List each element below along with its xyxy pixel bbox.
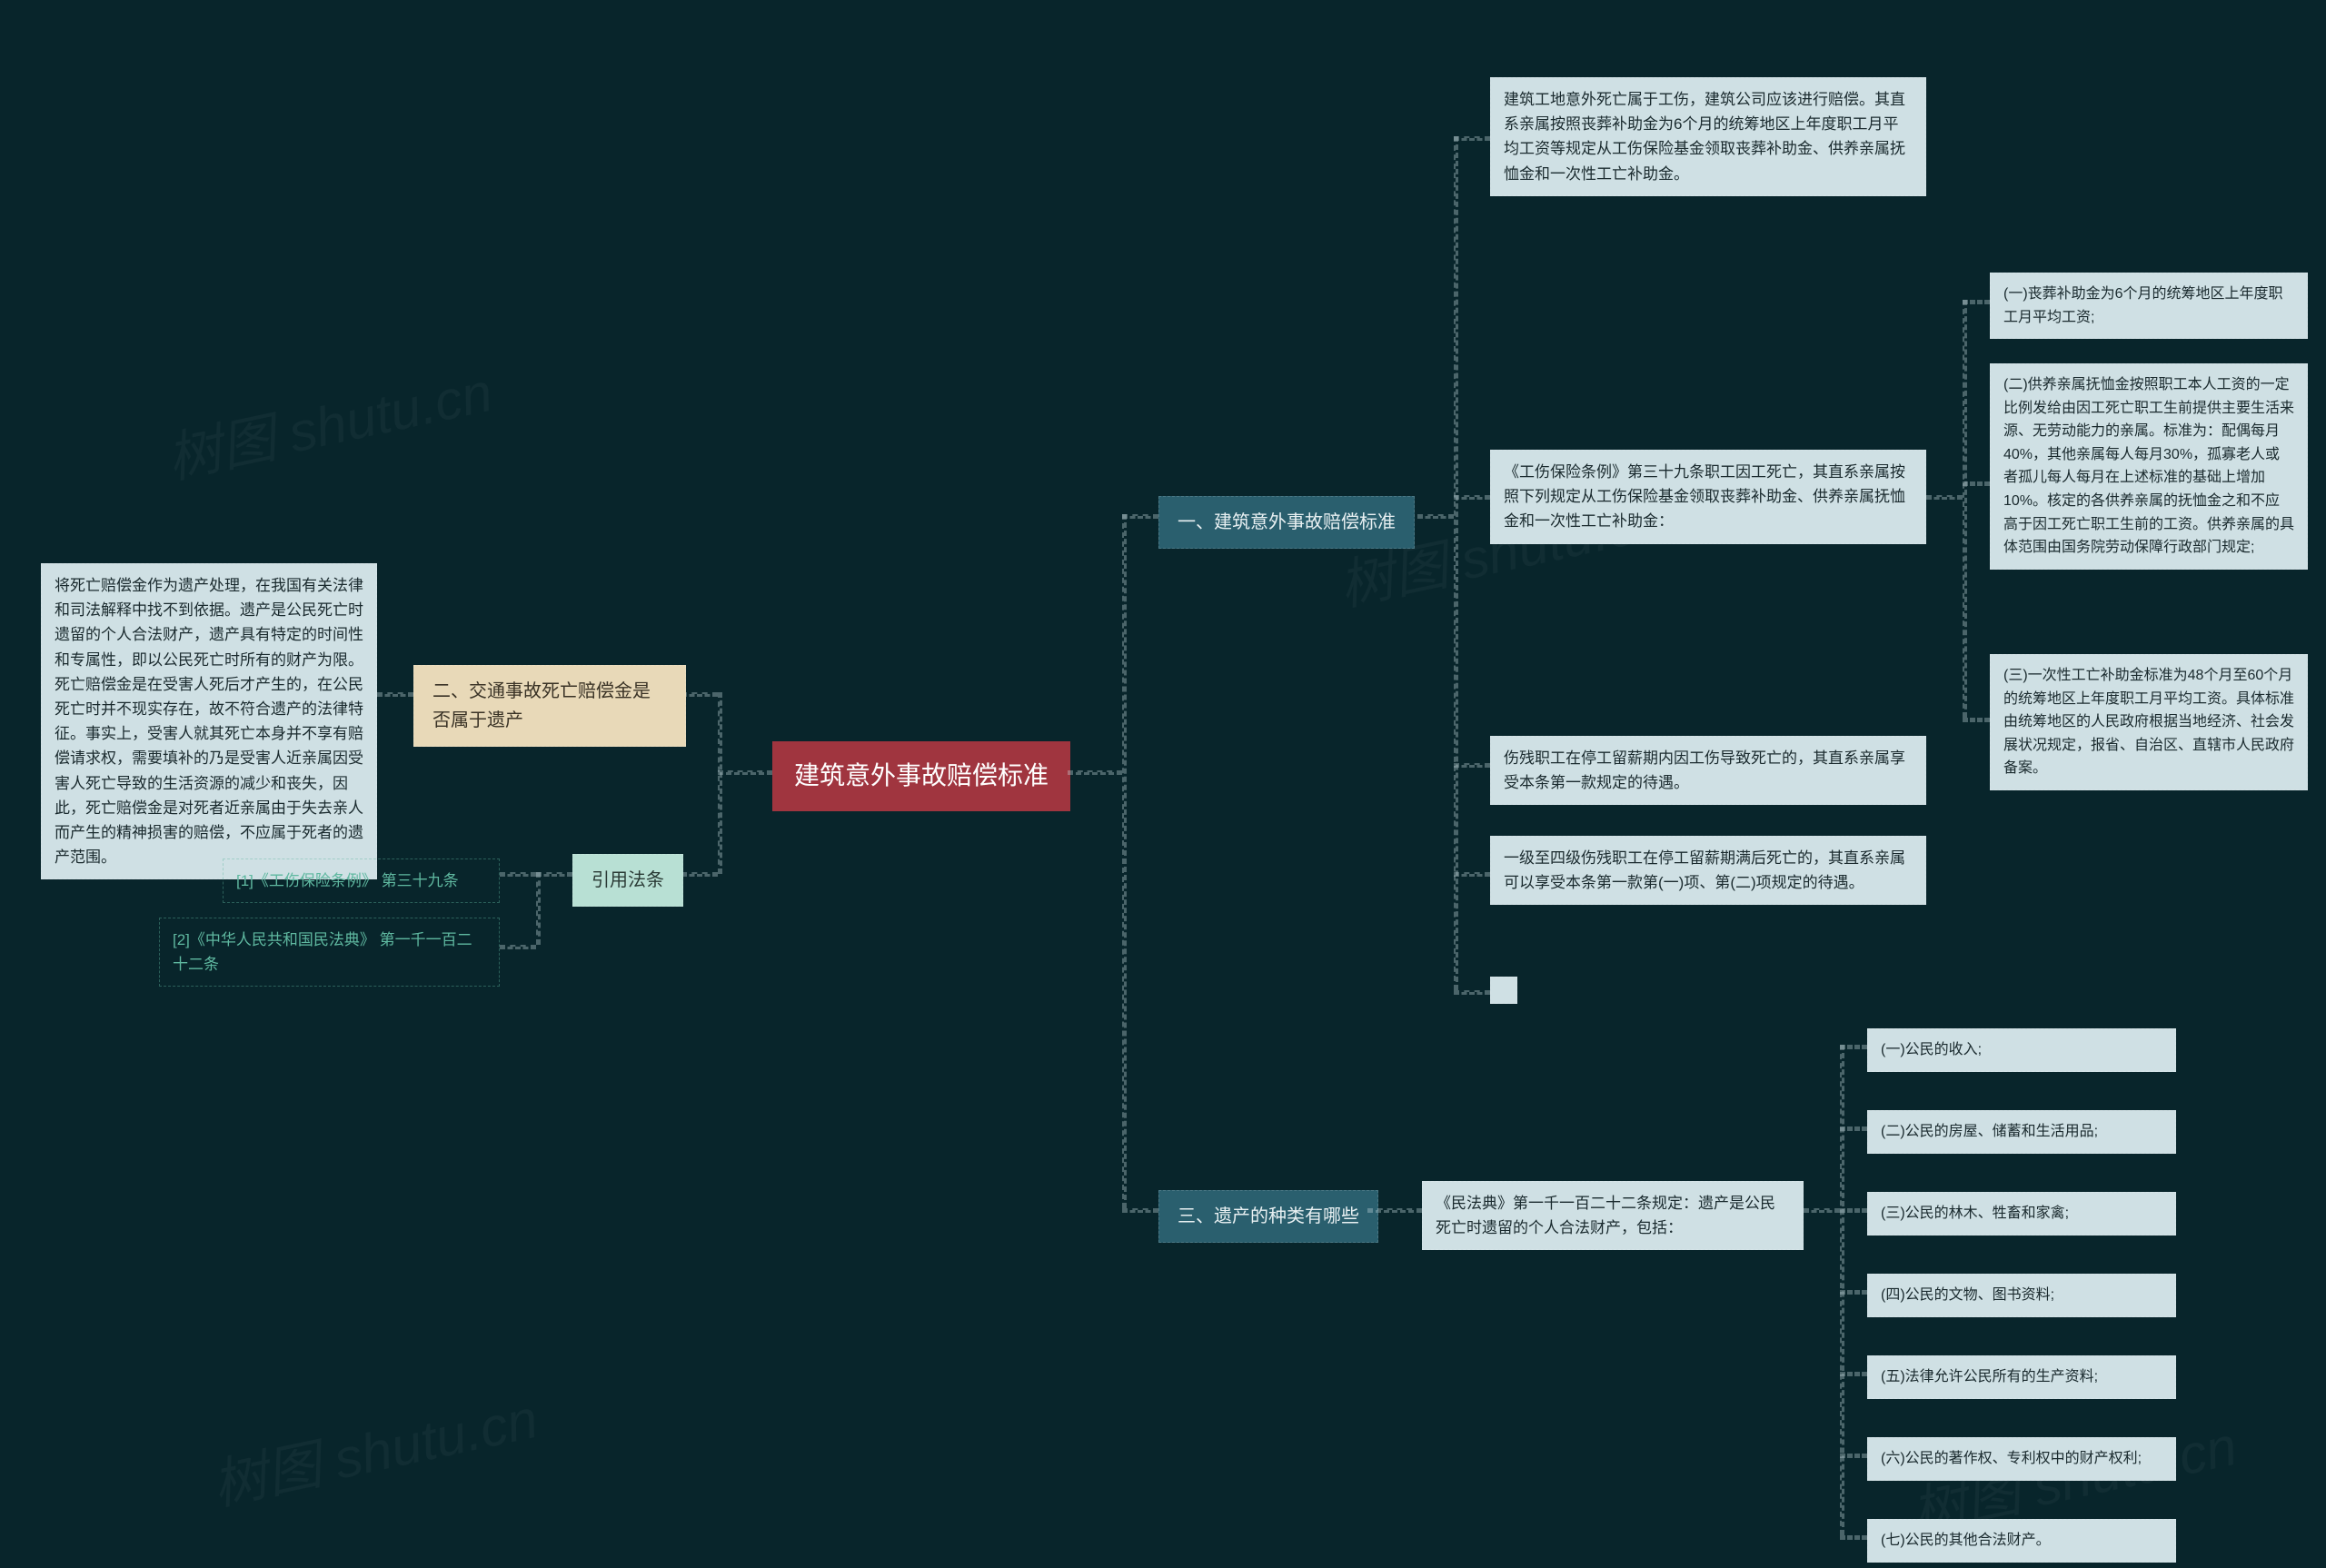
branch-cite: 引用法条: [572, 854, 683, 907]
b3-item-5: (五)法律允许公民所有的生产资料;: [1867, 1355, 2176, 1399]
connector: [718, 770, 772, 775]
connector: [1122, 1208, 1158, 1213]
connector: [1122, 514, 1127, 1208]
cite-2: [2]《中华人民共和国民法典》 第一千一百二十二条: [159, 918, 500, 987]
b3-item-3: (三)公民的林木、牲畜和家禽;: [1867, 1192, 2176, 1236]
connector: [536, 872, 572, 877]
b3-item-4: (四)公民的文物、图书资料;: [1867, 1274, 2176, 1317]
b1-leaf-5: [1490, 977, 1517, 1004]
b1-leaf-1: 建筑工地意外死亡属于工伤，建筑公司应该进行赔偿。其直系亲属按照丧葬补助金为6个月…: [1490, 77, 1926, 196]
connector: [1454, 495, 1490, 500]
connector: [718, 692, 722, 874]
connector: [1454, 872, 1490, 877]
connector: [1454, 136, 1490, 141]
connector: [1454, 136, 1458, 990]
b1-c2-sub2: (二)供养亲属抚恤金按照职工本人工资的一定比例发给由因工死亡职工生前提供主要生活…: [1990, 363, 2308, 570]
connector: [1963, 481, 1990, 486]
connector: [1840, 1208, 1867, 1213]
b2-leaf: 将死亡赔偿金作为遗产处理，在我国有关法律和司法解释中找不到依据。遗产是公民死亡时…: [41, 563, 377, 879]
connector: [681, 692, 718, 697]
connector: [500, 945, 536, 949]
b3-leaf-main: 《民法典》第一千一百二十二条规定：遗产是公民死亡时遗留的个人合法财产，包括：: [1422, 1181, 1804, 1250]
branch-3: 三、遗产的种类有哪些: [1158, 1190, 1378, 1243]
root-node: 建筑意外事故赔偿标准: [772, 741, 1070, 811]
connector: [1926, 495, 1963, 500]
watermark: 树图 shutu.cn: [204, 1374, 544, 1521]
b1-c2-sub3: (三)一次性工亡补助金标准为48个月至60个月的统筹地区上年度职工月平均工资。具…: [1990, 654, 2308, 790]
connector: [1122, 514, 1158, 519]
b1-leaf-4: 一级至四级伤残职工在停工留薪期满后死亡的，其直系亲属可以享受本条第一款第(一)项…: [1490, 836, 1926, 905]
connector: [1454, 990, 1490, 995]
connector: [1840, 1454, 1867, 1458]
connector: [1963, 300, 1967, 718]
connector: [1963, 718, 1990, 722]
connector: [1840, 1045, 1867, 1049]
connector: [1840, 1126, 1867, 1131]
b3-item-1: (一)公民的收入;: [1867, 1028, 2176, 1072]
connector: [1454, 763, 1490, 768]
connector: [1804, 1208, 1840, 1213]
b1-leaf-3: 伤残职工在停工留薪期内因工伤导致死亡的，其直系亲属享受本条第一款规定的待遇。: [1490, 736, 1926, 805]
connector: [1840, 1372, 1867, 1376]
b3-item-2: (二)公民的房屋、储蓄和生活用品;: [1867, 1110, 2176, 1154]
b1-c2-sub1: (一)丧葬补助金为6个月的统筹地区上年度职工月平均工资;: [1990, 273, 2308, 339]
connector: [1963, 300, 1990, 304]
connector: [681, 872, 718, 877]
connector: [1068, 770, 1122, 775]
b3-item-7: (七)公民的其他合法财产。: [1867, 1519, 2176, 1563]
b1-leaf-2: 《工伤保险条例》第三十九条职工因工死亡，其直系亲属按照下列规定从工伤保险基金领取…: [1490, 450, 1926, 544]
connector: [536, 872, 541, 945]
connector: [1367, 1208, 1422, 1213]
connector: [1417, 514, 1454, 519]
cite-1: [1]《工伤保险条例》 第三十九条: [223, 858, 500, 903]
connector: [500, 872, 536, 877]
connector: [1840, 1290, 1867, 1295]
connector: [1840, 1535, 1867, 1540]
b3-item-6: (六)公民的著作权、专利权中的财产权利;: [1867, 1437, 2176, 1481]
branch-2: 二、交通事故死亡赔偿金是否属于遗产: [413, 665, 686, 747]
watermark: 树图 shutu.cn: [159, 348, 499, 494]
connector: [377, 692, 413, 697]
branch-1: 一、建筑意外事故赔偿标准: [1158, 496, 1415, 549]
